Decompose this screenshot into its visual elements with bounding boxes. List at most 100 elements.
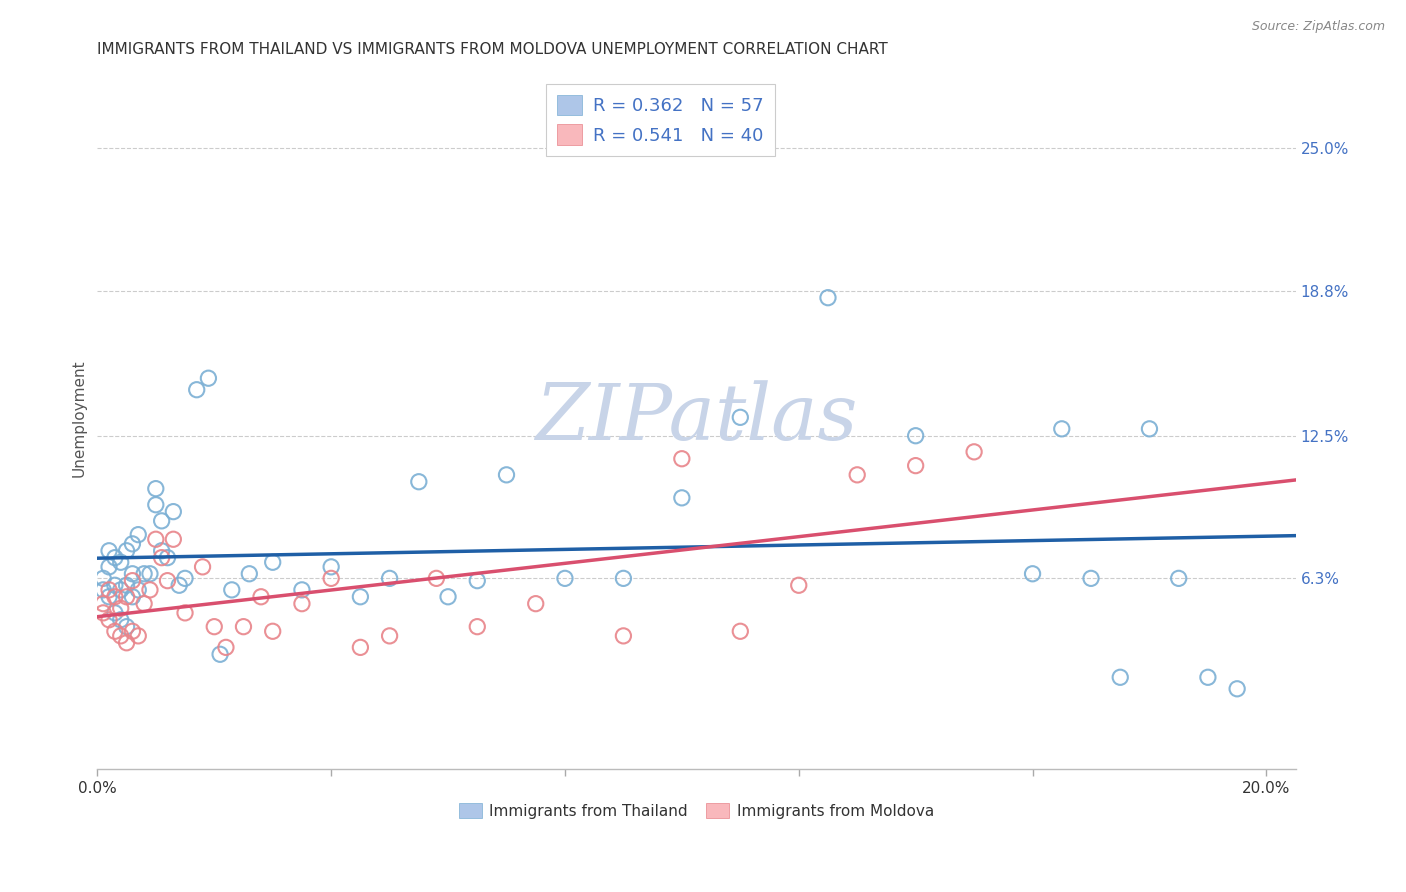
Point <box>139 582 162 597</box>
Point <box>127 527 149 541</box>
Point <box>121 624 143 639</box>
Point <box>846 467 869 482</box>
Point <box>121 537 143 551</box>
Point <box>145 533 167 547</box>
Point <box>1226 681 1249 696</box>
Point <box>150 550 173 565</box>
Point <box>98 613 121 627</box>
Point <box>378 629 401 643</box>
Point <box>262 555 284 569</box>
Point <box>127 629 149 643</box>
Point <box>98 559 121 574</box>
Point <box>1197 670 1219 684</box>
Point <box>174 606 197 620</box>
Point <box>121 574 143 588</box>
Point <box>349 590 371 604</box>
Point <box>554 571 576 585</box>
Point <box>238 566 260 581</box>
Point <box>1050 422 1073 436</box>
Text: IMMIGRANTS FROM THAILAND VS IMMIGRANTS FROM MOLDOVA UNEMPLOYMENT CORRELATION CHA: IMMIGRANTS FROM THAILAND VS IMMIGRANTS F… <box>97 42 889 57</box>
Point <box>730 410 752 425</box>
Point <box>425 571 447 585</box>
Point <box>150 514 173 528</box>
Point <box>1080 571 1102 585</box>
Point <box>156 550 179 565</box>
Point <box>121 566 143 581</box>
Point <box>378 571 401 585</box>
Point <box>1139 422 1161 436</box>
Point <box>671 451 693 466</box>
Point <box>145 498 167 512</box>
Point <box>121 590 143 604</box>
Point <box>110 601 132 615</box>
Point <box>91 571 114 585</box>
Text: ZIPatlas: ZIPatlas <box>536 380 858 457</box>
Point <box>98 590 121 604</box>
Text: Source: ZipAtlas.com: Source: ZipAtlas.com <box>1251 20 1385 33</box>
Point <box>150 543 173 558</box>
Point <box>139 566 162 581</box>
Point <box>110 555 132 569</box>
Point <box>349 640 371 655</box>
Point <box>104 624 127 639</box>
Point <box>167 578 190 592</box>
Point <box>904 458 927 473</box>
Point <box>104 606 127 620</box>
Point <box>98 582 121 597</box>
Point <box>202 620 225 634</box>
Point <box>1167 571 1189 585</box>
Point <box>1109 670 1132 684</box>
Point <box>524 597 547 611</box>
Point <box>787 578 810 592</box>
Point <box>817 291 839 305</box>
Point <box>162 533 184 547</box>
Point <box>291 582 314 597</box>
Y-axis label: Unemployment: Unemployment <box>72 359 86 477</box>
Point <box>104 590 127 604</box>
Point <box>115 590 138 604</box>
Point <box>963 445 986 459</box>
Point <box>321 559 343 574</box>
Point <box>437 590 460 604</box>
Point <box>127 582 149 597</box>
Point <box>904 428 927 442</box>
Point <box>115 636 138 650</box>
Point <box>91 582 114 597</box>
Point <box>221 582 243 597</box>
Point <box>115 543 138 558</box>
Point <box>730 624 752 639</box>
Point <box>612 629 634 643</box>
Point <box>186 383 208 397</box>
Point <box>291 597 314 611</box>
Point <box>262 624 284 639</box>
Point <box>465 620 488 634</box>
Point <box>321 571 343 585</box>
Point <box>110 582 132 597</box>
Point <box>671 491 693 505</box>
Point <box>197 371 219 385</box>
Point <box>250 590 273 604</box>
Point <box>156 574 179 588</box>
Point <box>115 620 138 634</box>
Point <box>110 613 132 627</box>
Point <box>104 578 127 592</box>
Point <box>1021 566 1043 581</box>
Point <box>232 620 254 634</box>
Point <box>98 543 121 558</box>
Point <box>612 571 634 585</box>
Point <box>115 578 138 592</box>
Point <box>209 647 232 661</box>
Point <box>145 482 167 496</box>
Point <box>495 467 517 482</box>
Point <box>215 640 238 655</box>
Point <box>162 505 184 519</box>
Point <box>174 571 197 585</box>
Point <box>191 559 214 574</box>
Point <box>132 566 155 581</box>
Point <box>132 597 155 611</box>
Point <box>91 606 114 620</box>
Point <box>465 574 488 588</box>
Point <box>91 597 114 611</box>
Point <box>110 629 132 643</box>
Point <box>104 550 127 565</box>
